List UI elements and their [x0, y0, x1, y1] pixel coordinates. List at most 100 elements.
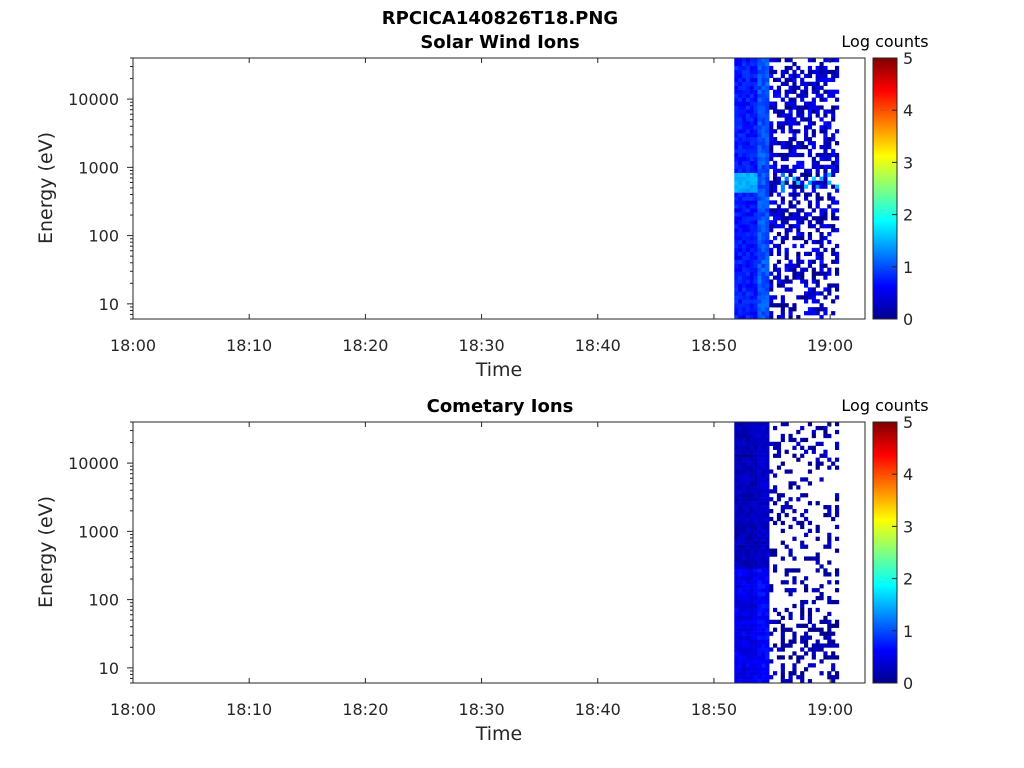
heatmap-cell	[792, 117, 797, 122]
heatmap-cell	[753, 145, 758, 150]
heatmap-cell	[776, 216, 782, 221]
heatmap-cell	[800, 208, 805, 213]
heatmap-cell	[749, 477, 754, 482]
heatmap-cell	[742, 453, 747, 458]
heatmap-cell	[834, 588, 840, 593]
heatmap-cell	[761, 212, 766, 217]
heatmap-cell	[834, 568, 840, 573]
heatmap-cell	[815, 204, 820, 209]
heatmap-cell	[780, 200, 785, 205]
heatmap-cell	[738, 228, 743, 233]
heatmap-cell	[749, 247, 754, 253]
heatmap-cell	[738, 113, 743, 118]
heatmap-cell	[765, 224, 770, 229]
heatmap-cell	[738, 596, 743, 601]
heatmap-cell	[745, 247, 751, 253]
heatmap-cell	[765, 667, 770, 672]
heatmap-cell	[757, 224, 762, 229]
heatmap-cell	[815, 69, 820, 75]
heatmap-cell	[738, 77, 743, 83]
heatmap-cell	[780, 69, 785, 75]
heatmap-cell	[780, 129, 785, 134]
heatmap-cell	[834, 152, 840, 158]
heatmap-cell	[738, 651, 743, 656]
heatmap-cell	[765, 200, 770, 205]
heatmap-cell	[815, 279, 820, 284]
heatmap-cell	[742, 679, 747, 684]
heatmap-cell	[765, 148, 770, 154]
heatmap-cell	[769, 647, 774, 652]
heatmap-cell	[742, 481, 747, 486]
heatmap-cell	[757, 212, 762, 217]
x-tick-label: 18:20	[342, 336, 388, 355]
heatmap-cell	[738, 635, 743, 640]
heatmap-cell	[745, 437, 751, 443]
heatmap-cells	[734, 58, 840, 320]
heatmap-cell	[742, 247, 747, 253]
heatmap-cell	[788, 548, 793, 553]
heatmap-cell	[788, 121, 793, 126]
heatmap-cell	[811, 299, 816, 304]
heatmap-cell	[804, 667, 809, 672]
heatmap-cell	[834, 89, 840, 94]
heatmap-cell	[815, 184, 820, 189]
heatmap-cell	[765, 204, 770, 209]
heatmap-cell	[769, 152, 774, 158]
heatmap-cell	[819, 647, 824, 652]
heatmap-cell	[769, 125, 774, 130]
heatmap-cell	[738, 303, 743, 308]
heatmap-cell	[780, 81, 785, 86]
heatmap-cell	[780, 615, 785, 621]
heatmap-cell	[788, 615, 793, 621]
heatmap-cell	[745, 465, 751, 470]
heatmap-cell	[745, 580, 751, 585]
heatmap-cell	[738, 607, 743, 613]
heatmap-cell	[807, 58, 813, 63]
heatmap-cell	[742, 160, 747, 166]
heatmap-cell	[834, 69, 840, 75]
heatmap-cell	[757, 516, 762, 522]
heatmap-cell	[757, 453, 762, 458]
heatmap-cell	[800, 615, 805, 621]
heatmap-cell	[780, 295, 785, 300]
heatmap-cell	[796, 164, 801, 170]
heatmap-cell	[742, 101, 747, 106]
heatmap-cell	[742, 299, 747, 304]
heatmap-cell	[734, 85, 739, 90]
heatmap-cell	[738, 493, 743, 498]
heatmap-cell	[831, 58, 836, 63]
heatmap-cell	[831, 216, 836, 221]
heatmap-cell	[757, 287, 762, 292]
heatmap-cell	[738, 69, 743, 75]
heatmap-cell	[757, 663, 762, 668]
colorbar-tick-label: 0	[903, 310, 913, 329]
heatmap-cell	[761, 168, 766, 173]
heatmap-cell	[765, 449, 770, 454]
heatmap-cell	[773, 275, 778, 280]
heatmap-cell	[800, 220, 805, 225]
heatmap-cell	[792, 603, 797, 609]
heatmap-cell	[734, 501, 739, 506]
heatmap-cell	[761, 647, 766, 652]
heatmap-cell	[827, 125, 832, 130]
heatmap-cell	[761, 247, 766, 253]
heatmap-cell	[738, 287, 743, 292]
heatmap-cell	[757, 311, 762, 316]
heatmap-cell	[776, 655, 782, 660]
heatmap-cell	[792, 129, 797, 134]
heatmap-cell	[823, 109, 828, 114]
heatmap-cell	[765, 275, 770, 280]
heatmap-cell	[765, 295, 770, 300]
heatmap-cell	[757, 469, 762, 474]
heatmap-cell	[788, 592, 793, 597]
heatmap-cell	[769, 141, 774, 146]
heatmap-cell	[769, 200, 774, 205]
x-axis-label: Time	[475, 723, 523, 745]
heatmap-cell	[792, 536, 797, 541]
heatmap-cell	[784, 247, 789, 253]
heatmap-cell	[753, 117, 758, 122]
heatmap-cell	[807, 422, 813, 427]
heatmap-cell	[745, 473, 751, 478]
heatmap-cell	[753, 69, 758, 75]
heatmap-cell	[769, 208, 774, 213]
